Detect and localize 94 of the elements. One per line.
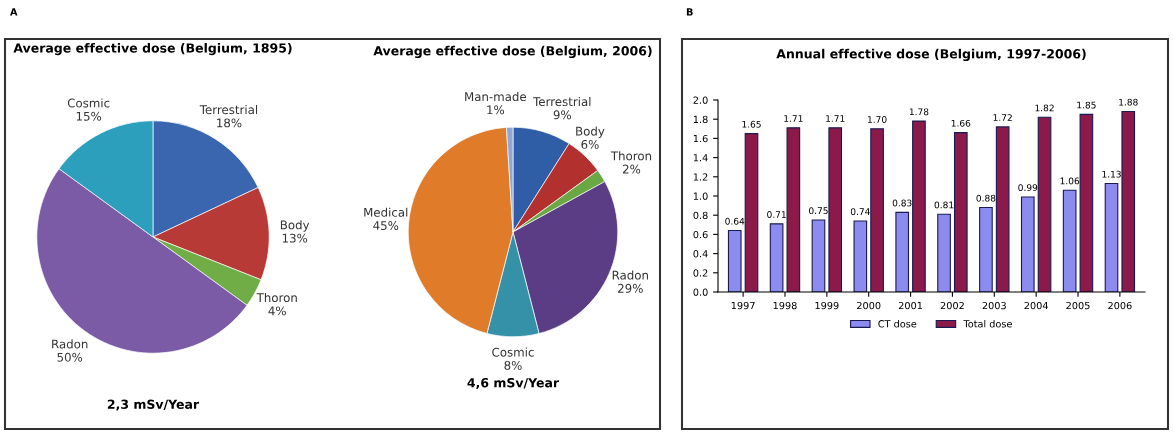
bar <box>979 206 993 292</box>
data-label: 1.06 <box>1060 177 1080 185</box>
data-label: 1.88 <box>1119 98 1138 106</box>
y-tick-label: 1.0 <box>693 192 708 200</box>
data-label: 29% <box>618 283 643 293</box>
bar <box>1104 182 1119 292</box>
bar <box>769 223 784 292</box>
slice-label: Body <box>576 126 605 138</box>
data-label: 50% <box>57 352 83 362</box>
text: A <box>10 8 18 16</box>
text: B <box>686 8 693 16</box>
data-label: 6% <box>581 139 599 149</box>
data-label: 8% <box>504 360 522 370</box>
data-label: 0.74 <box>850 208 870 216</box>
x-tick-label: 2003 <box>982 301 1006 310</box>
y-tick-label: 0.2 <box>693 269 708 277</box>
x-tick-label: 2000 <box>857 301 881 310</box>
y-tick-label: 1.6 <box>693 134 708 143</box>
bar <box>853 220 868 292</box>
data-label: 1.82 <box>1035 104 1054 112</box>
bar <box>937 213 951 292</box>
data-label: 18% <box>217 118 242 128</box>
x-tick-label: 1997 <box>731 301 755 310</box>
data-label: 1.13 <box>1102 170 1121 178</box>
data-label: 4% <box>268 306 286 316</box>
data-label: 13% <box>282 233 308 243</box>
chart-title: Average effective dose (Belgium, 1895) <box>13 43 292 56</box>
bar <box>786 127 801 292</box>
bar <box>828 127 843 292</box>
y-tick-label: 0.4 <box>693 250 708 258</box>
text: 4,6 mSv/Year <box>467 377 560 390</box>
data-label: 15% <box>76 111 102 121</box>
slice-label: Man-made <box>465 91 527 102</box>
y-tick-label: 0.0 <box>693 288 708 296</box>
data-label: 0.81 <box>934 201 954 209</box>
data-label: 2% <box>622 164 641 174</box>
x-tick-label: 1998 <box>773 301 797 310</box>
bar <box>744 133 759 292</box>
legend-label: Total dose <box>963 319 1012 328</box>
legend-label: CT dose <box>878 319 917 328</box>
slice-label: Thoron <box>256 292 297 303</box>
data-label: 0.64 <box>725 217 745 225</box>
x-tick-label: 1999 <box>815 301 839 310</box>
bar <box>1062 189 1077 292</box>
bar <box>895 211 910 292</box>
data-label: 9% <box>553 110 571 120</box>
data-label: 45% <box>373 221 399 231</box>
bar <box>727 230 742 292</box>
slice-label: Radon <box>612 270 648 280</box>
bar <box>912 120 926 292</box>
data-label: 1.71 <box>826 115 845 122</box>
slice-label: Cosmic <box>492 347 534 357</box>
data-label: 0.88 <box>976 194 996 202</box>
chart-title: Average effective dose (Belgium, 2006) <box>373 45 652 59</box>
chart-title: Annual effective dose (Belgium, 1997-2006) <box>776 48 1086 62</box>
bar <box>953 132 968 292</box>
slice-label: Terrestrial <box>533 96 591 107</box>
bar <box>811 219 826 292</box>
slice-label: Terrestrial <box>199 104 258 115</box>
y-tick-label: 1.2 <box>693 173 708 181</box>
data-label: 1.65 <box>742 120 761 128</box>
y-tick-label: 0.6 <box>693 230 708 239</box>
data-label: 0.99 <box>1018 184 1038 192</box>
bar <box>1037 116 1052 292</box>
bar <box>1020 196 1035 292</box>
bar <box>1121 110 1136 292</box>
x-tick-label: 2004 <box>1024 301 1048 310</box>
data-label: 1.70 <box>868 116 887 123</box>
bar <box>995 126 1010 292</box>
slice-label: Radon <box>52 339 88 349</box>
bar <box>870 128 884 292</box>
y-tick-label: 0.8 <box>693 211 708 220</box>
slice-label: Thoron <box>610 151 652 161</box>
slice-label: Medical <box>364 207 408 217</box>
data-label: 1.78 <box>909 108 929 116</box>
x-tick-label: 2006 <box>1108 301 1132 310</box>
bar <box>1079 113 1094 292</box>
x-tick-label: 2001 <box>898 301 923 310</box>
x-tick-label: 2005 <box>1066 301 1090 310</box>
y-tick-label: 1.8 <box>693 115 708 124</box>
data-label: 1.66 <box>951 119 971 127</box>
data-label: 1.71 <box>784 115 803 122</box>
data-label: 1.85 <box>1077 101 1096 109</box>
y-tick-label: 2.0 <box>693 96 708 104</box>
data-label: 1.72 <box>993 114 1012 121</box>
text: 2,3 mSv/Year <box>107 399 200 411</box>
data-label: 0.83 <box>892 199 912 207</box>
y-tick-label: 1.4 <box>693 154 708 162</box>
data-label: 0.71 <box>767 211 786 218</box>
data-label: 1% <box>487 105 505 115</box>
data-label: 0.75 <box>809 207 828 215</box>
slice-label: Cosmic <box>67 98 110 108</box>
slice-label: Body <box>280 220 310 232</box>
x-tick-label: 2002 <box>940 301 964 310</box>
